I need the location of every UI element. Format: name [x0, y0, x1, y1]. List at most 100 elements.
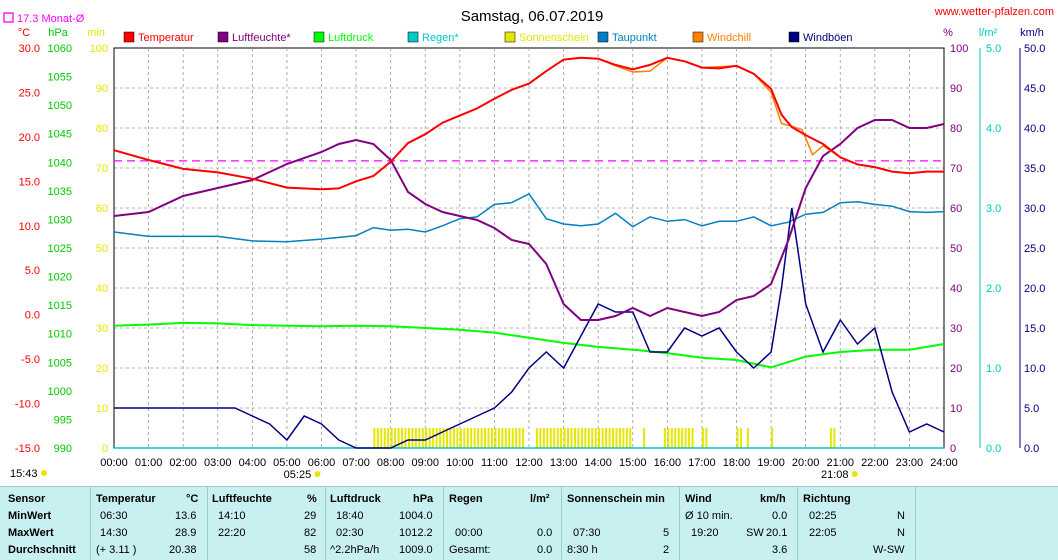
- y-axes: 30.0 25.0 20.0 15.0 10.0 5.0 0.0 -5.0 -10.0 -15.0…: [15, 43, 1046, 455]
- tick-x: 10:00: [446, 457, 474, 469]
- tick-x: 23:00: [896, 457, 924, 469]
- sunshine-bar: [612, 428, 614, 448]
- sunshine-bar: [629, 428, 632, 448]
- tick-pressure: 1030: [48, 214, 72, 226]
- sunshine-bar: [501, 428, 504, 448]
- tick-humidity: 80: [950, 123, 962, 135]
- tick-temp: 5.0: [25, 265, 40, 277]
- tick-pressure: 995: [54, 414, 72, 426]
- unit-humidity: %: [943, 27, 953, 39]
- sunshine-bar: [477, 428, 480, 448]
- tick-pressure: 1045: [48, 129, 72, 141]
- min-hum: 29: [304, 510, 317, 522]
- sunshine-bar: [380, 428, 383, 448]
- legend-swatch: [504, 31, 516, 43]
- tick-humidity: 50: [950, 243, 962, 255]
- tick-pressure: 1050: [48, 100, 72, 112]
- max-press-time: 02:30: [336, 527, 364, 539]
- tick-x: 14:00: [584, 457, 612, 469]
- max-rain-time: 00:00: [455, 527, 483, 539]
- legend-swatch: [217, 31, 229, 43]
- sunshine-bar: [435, 428, 438, 448]
- tick-x: 06:00: [308, 457, 336, 469]
- tick-pressure: 1060: [48, 43, 72, 55]
- max-dir-time: 22:05: [809, 527, 837, 539]
- sunshine-bar: [425, 428, 428, 448]
- max-dir: N: [897, 527, 905, 539]
- sunshine-bar: [411, 428, 414, 448]
- sunshine-bar: [608, 428, 611, 448]
- tick-x: 03:00: [204, 457, 232, 469]
- sunshine-bar: [594, 428, 597, 448]
- sunshine-bar: [667, 428, 670, 448]
- sunshine-bar: [625, 428, 628, 448]
- tick-humidity: 40: [950, 283, 962, 295]
- tick-wind: 15.0: [1024, 323, 1045, 335]
- monthly-avg-swatch: [3, 12, 14, 23]
- sunshine-bar: [432, 428, 435, 448]
- sunshine-bar: [421, 428, 424, 448]
- avg-rain-label: Gesamt:: [449, 544, 491, 556]
- sunshine-bar: [771, 428, 774, 448]
- tick-temp: 10.0: [19, 221, 40, 233]
- sunshine-bar: [487, 428, 490, 448]
- hdr-rain: Regen: [449, 493, 483, 505]
- hdr-sensor: Sensor: [8, 493, 46, 505]
- chart-legend: Temperatur Luftfeuchte* Luftdruck Regen* Son…: [123, 31, 853, 44]
- min-wind: 0.0: [772, 510, 788, 522]
- legend-swatch: [788, 31, 800, 43]
- tick-x: 05:00: [273, 457, 301, 469]
- sunshine-bar: [701, 428, 704, 448]
- tick-temp: 30.0: [19, 43, 40, 55]
- sunshine-bar: [452, 428, 455, 448]
- sunshine-bar: [446, 428, 448, 448]
- sunshine-bar: [463, 428, 466, 448]
- legend-label: Regen*: [422, 32, 459, 44]
- sunshine-bar: [397, 428, 400, 448]
- tick-x: 09:00: [411, 457, 439, 469]
- legend-label: Sonnenschein: [519, 32, 589, 44]
- sunshine-bar: [684, 428, 687, 448]
- min-dir-time: 02:25: [809, 510, 837, 522]
- tick-pressure: 1035: [48, 186, 72, 198]
- source-link[interactable]: www.wetter-pfalzen.com: [934, 6, 1054, 18]
- tick-x: 00:00: [100, 457, 128, 469]
- tick-sun: 60: [96, 203, 108, 215]
- sunset-icon: [851, 471, 858, 477]
- tick-wind: 5.0: [1024, 403, 1039, 415]
- sunshine-bar: [390, 428, 393, 448]
- tick-wind: 10.0: [1024, 363, 1045, 375]
- tick-x: 01:00: [135, 457, 163, 469]
- sunshine-bar: [598, 428, 601, 448]
- max-hum: 82: [304, 527, 317, 539]
- tick-rain: 0.0: [986, 443, 1001, 455]
- row-max-label: MaxWert: [8, 527, 54, 539]
- max-hum-time: 22:20: [218, 527, 246, 539]
- tick-wind: 40.0: [1024, 123, 1045, 135]
- tick-rain: 2.0: [986, 283, 1001, 295]
- monthly-avg-marker: 17.3 Monat-Ø: [3, 12, 85, 25]
- x-axis: 00:00 01:00 02:00 03:00 04:00 05:00 06:00 07:00…: [100, 457, 958, 481]
- tick-rain: 3.0: [986, 203, 1001, 215]
- tick-rain: 5.0: [986, 43, 1001, 55]
- sunshine-bar: [577, 428, 580, 448]
- legend-swatch: [123, 31, 135, 43]
- sunshine-bar: [563, 428, 566, 448]
- hdr-press: Luftdruck: [330, 493, 381, 505]
- hdr-hum: Luftfeuchte: [212, 493, 272, 505]
- min-wind-label: Ø 10 min.: [685, 510, 733, 522]
- min-temp-time: 06:30: [100, 510, 128, 522]
- tick-x: 07:00: [342, 457, 370, 469]
- sunshine-bar: [691, 428, 694, 448]
- min-press-time: 18:40: [336, 510, 364, 522]
- unit-sun: min: [87, 27, 105, 39]
- tick-wind: 35.0: [1024, 163, 1045, 175]
- sunshine-bar: [688, 428, 691, 448]
- tick-temp: 20.0: [19, 132, 40, 144]
- hdr-dir: Richtung: [803, 493, 851, 505]
- tick-sun: 10: [96, 403, 108, 415]
- sunshine-bar: [556, 428, 559, 448]
- avg-hum: 58: [304, 544, 317, 556]
- tick-sun: 90: [96, 83, 108, 95]
- tick-temp: 25.0: [19, 87, 40, 99]
